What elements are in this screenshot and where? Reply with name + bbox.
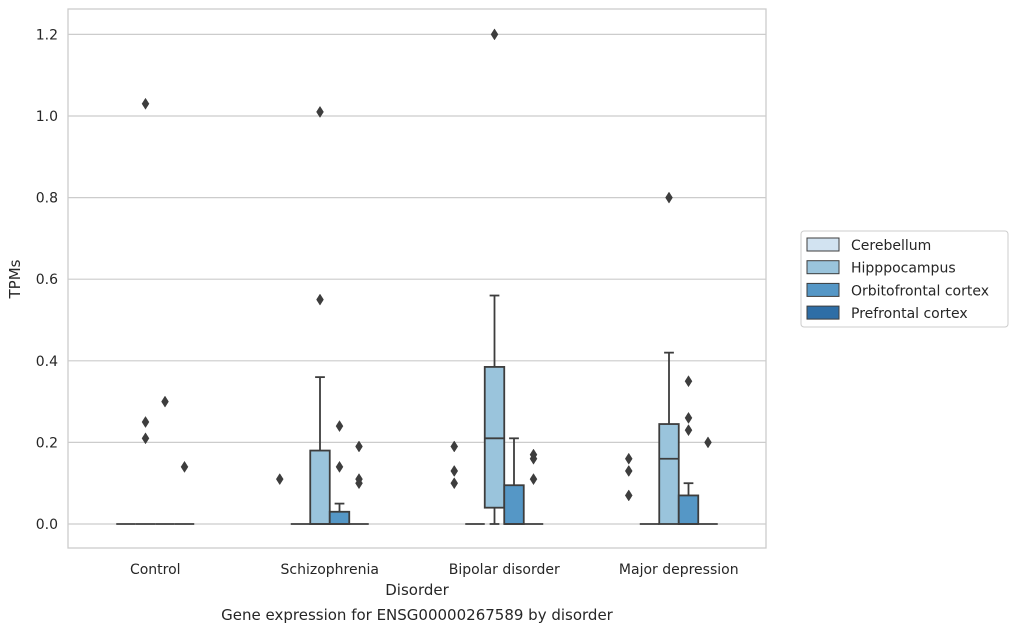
y-tick-label: 0.6 bbox=[36, 272, 58, 288]
y-axis-label: TPMs bbox=[6, 259, 24, 299]
box-group bbox=[309, 105, 331, 525]
box-rect bbox=[328, 510, 351, 525]
box-group bbox=[349, 440, 369, 525]
box-rect bbox=[658, 423, 680, 525]
legend-swatch bbox=[806, 237, 840, 252]
y-tick-label: 0.2 bbox=[36, 435, 58, 451]
gridlines bbox=[68, 33, 766, 525]
outlier-point bbox=[355, 477, 363, 490]
plot-frame bbox=[67, 8, 767, 549]
box-group bbox=[328, 420, 351, 525]
box-group bbox=[698, 436, 718, 525]
box-rect bbox=[483, 366, 506, 509]
x-tick-label: Major depression bbox=[619, 562, 739, 578]
outlier-point bbox=[624, 464, 633, 477]
outlier-point bbox=[316, 293, 324, 306]
outlier-point bbox=[180, 460, 189, 473]
outlier-point bbox=[704, 436, 712, 449]
legend-frame bbox=[800, 230, 1009, 328]
outlier-point bbox=[335, 420, 344, 433]
outlier-point bbox=[141, 432, 150, 445]
legend-swatch bbox=[806, 260, 840, 275]
outlier-point bbox=[316, 105, 324, 118]
box-rect bbox=[503, 484, 525, 525]
x-axis: Control Schizophrenia Bipolar disorder Majo… bbox=[130, 562, 739, 578]
legend-label: Cerebellum bbox=[851, 238, 931, 254]
outlier-point bbox=[665, 191, 673, 204]
box-group bbox=[658, 191, 680, 525]
outlier-point bbox=[624, 452, 633, 465]
outlier-point bbox=[355, 440, 363, 453]
box-group bbox=[503, 437, 525, 525]
box-rect bbox=[677, 494, 700, 525]
outlier-point bbox=[450, 440, 459, 453]
box-group bbox=[483, 28, 506, 525]
y-tick-label: 0.4 bbox=[36, 354, 58, 370]
outlier-point bbox=[161, 395, 169, 408]
box-group bbox=[135, 97, 156, 525]
outlier-point bbox=[335, 460, 344, 473]
y-tick-label: 1.0 bbox=[36, 109, 58, 125]
outlier-point bbox=[684, 424, 693, 437]
x-tick-label: Bipolar disorder bbox=[449, 562, 560, 578]
box-rect bbox=[309, 449, 331, 525]
outlier-point bbox=[529, 452, 538, 465]
outlier-point bbox=[450, 464, 459, 477]
x-axis-label: Disorder bbox=[385, 581, 449, 599]
box-marks bbox=[116, 28, 718, 525]
legend-swatch bbox=[806, 282, 840, 297]
box-group bbox=[677, 375, 700, 525]
outlier-point bbox=[275, 473, 284, 486]
outlier-point bbox=[141, 416, 150, 428]
outlier-point bbox=[529, 473, 538, 486]
legend-label: Prefrontal cortex bbox=[851, 306, 968, 322]
figure-caption: Gene expression for ENSG00000267589 by d… bbox=[221, 606, 613, 624]
outlier-point bbox=[141, 97, 150, 110]
outlier-point bbox=[684, 375, 693, 388]
outlier-point bbox=[490, 28, 499, 41]
y-tick-label: 0.0 bbox=[36, 517, 58, 533]
legend: Cerebellum Hipppocampus Orbitofrontal cort… bbox=[800, 230, 1009, 328]
outlier-point bbox=[684, 411, 693, 424]
x-tick-label: Control bbox=[130, 562, 181, 578]
box-group bbox=[174, 460, 195, 525]
box-group bbox=[155, 395, 175, 525]
outlier-point bbox=[450, 477, 459, 490]
box-group bbox=[523, 448, 544, 525]
y-tick-label: 0.8 bbox=[36, 191, 58, 207]
x-tick-label: Schizophrenia bbox=[281, 562, 379, 578]
y-axis: 0.0 0.2 0.4 0.6 0.8 1.0 1.2 bbox=[36, 27, 58, 533]
legend-label: Hipppocampus bbox=[851, 261, 956, 277]
legend-swatch bbox=[806, 305, 840, 320]
legend-label: Orbitofrontal cortex bbox=[851, 283, 989, 299]
y-tick-label: 1.2 bbox=[36, 27, 58, 43]
outlier-point bbox=[624, 489, 633, 502]
